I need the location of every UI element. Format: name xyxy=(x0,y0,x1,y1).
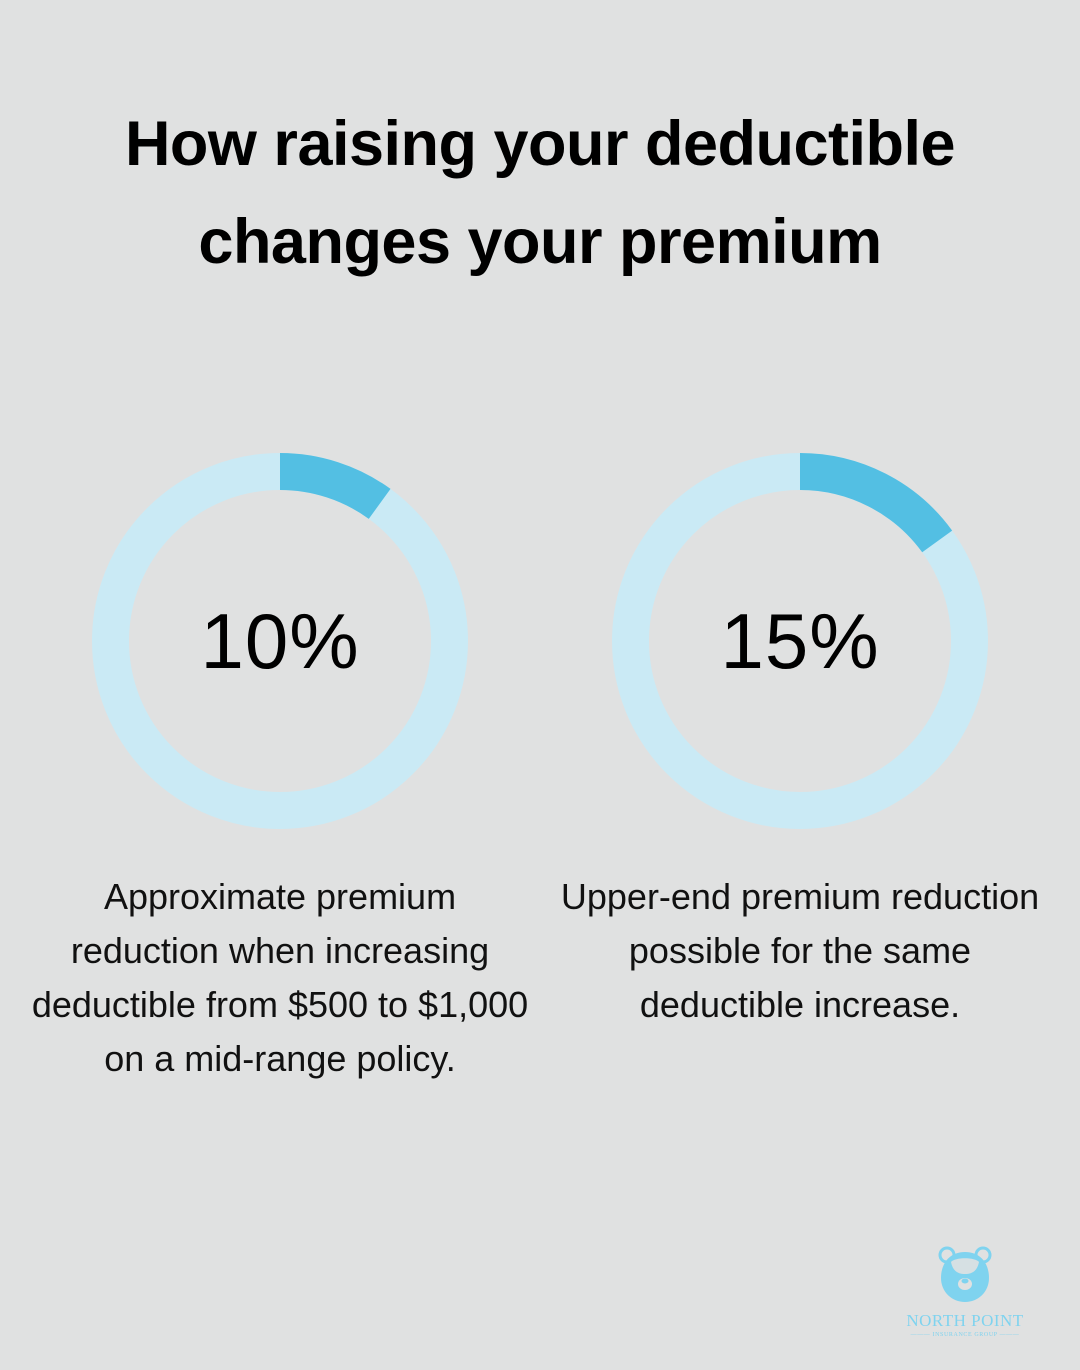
stat-value: 10% xyxy=(200,596,360,685)
company-logo: NORTH POINT ——— INSURANCE GROUP ——— xyxy=(888,1246,1042,1338)
logo-rule-left: ——— xyxy=(910,1332,933,1338)
logo-rule-right: ——— xyxy=(997,1332,1020,1338)
logo-subtitle-text: INSURANCE GROUP xyxy=(932,1332,998,1338)
logo-subtitle: ——— INSURANCE GROUP ——— xyxy=(888,1332,1042,1338)
ring-fill xyxy=(612,453,988,829)
stat-description: Approximate premium reduction when incre… xyxy=(31,876,529,1079)
stat-description: Upper-end premium reduction possible for… xyxy=(560,876,1040,1025)
donut-ring-2 xyxy=(612,453,988,829)
donut-chart-2: 15% xyxy=(612,453,988,829)
donut-ring-1 xyxy=(92,453,468,829)
stat-value: 15% xyxy=(720,596,880,685)
ring-fill xyxy=(92,453,468,829)
logo-name: NORTH POINT xyxy=(906,1311,1024,1330)
bear-head-icon xyxy=(938,1246,992,1302)
donut-chart-1: 10% xyxy=(92,453,468,829)
page-title: How raising your deductible changes your… xyxy=(124,109,956,277)
